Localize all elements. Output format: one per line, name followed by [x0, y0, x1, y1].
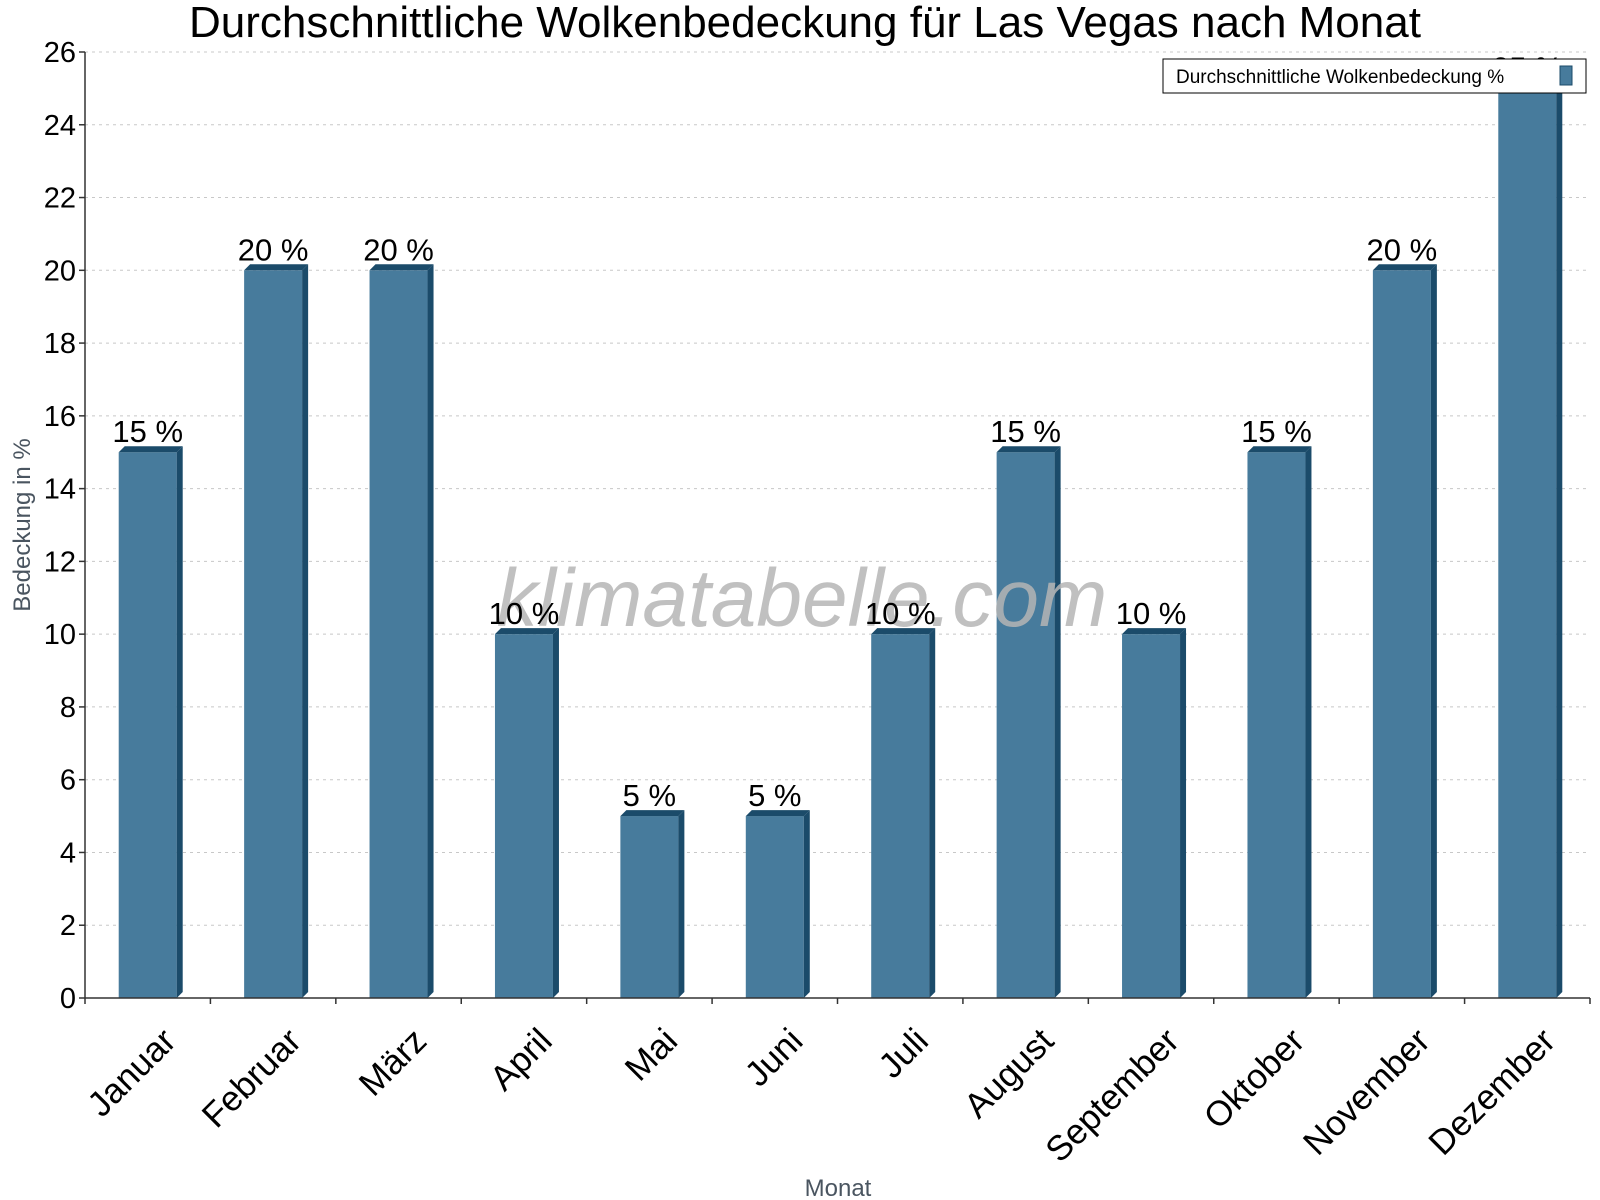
x-tick-label: März — [352, 1021, 435, 1104]
bar-top — [494, 628, 559, 635]
bar-top — [745, 810, 810, 817]
y-tick-label: 6 — [60, 765, 76, 797]
bar-top — [244, 264, 309, 271]
x-tick-label: Juni — [737, 1021, 810, 1094]
bar-1 — [118, 446, 183, 998]
bar-top — [1247, 446, 1312, 453]
bar-side — [678, 810, 685, 998]
data-label: 15 % — [990, 414, 1061, 449]
bar-front — [745, 816, 804, 998]
y-tick-label: 22 — [44, 183, 76, 215]
bar-front — [996, 452, 1055, 998]
bar-top — [871, 628, 936, 635]
bar-front — [620, 816, 679, 998]
data-label: 20 % — [1367, 232, 1438, 267]
data-label: 10 % — [865, 596, 936, 631]
y-tick-label: 18 — [44, 328, 76, 360]
y-tick-label: 26 — [44, 37, 76, 69]
bar-side — [552, 628, 559, 998]
x-tick-label: Dezember — [1421, 1021, 1563, 1163]
y-tick-label: 14 — [44, 474, 76, 506]
y-tick-label: 10 — [44, 619, 76, 651]
bar-5 — [620, 810, 685, 998]
x-tick-label: August — [957, 1021, 1062, 1126]
chart-title: Durchschnittliche Wolkenbedeckung für La… — [189, 0, 1421, 47]
bar-top — [1372, 264, 1437, 271]
legend-box — [1162, 58, 1587, 94]
bar-6 — [745, 810, 810, 998]
bar-top — [620, 810, 685, 817]
bar-front — [1122, 634, 1181, 998]
legend-label: Durchschnittliche Wolkenbedeckung % — [1176, 67, 1504, 88]
bar-side — [929, 628, 936, 998]
bar-top — [996, 446, 1061, 453]
bar-side — [1430, 264, 1437, 998]
watermark: klimatabelle.com — [497, 553, 1108, 644]
bar-front — [118, 452, 177, 998]
bar-12 — [1498, 82, 1563, 998]
gridlines — [85, 51, 1590, 926]
y-tick-label: 24 — [44, 110, 76, 142]
bar-front — [369, 270, 428, 998]
x-tick-label: Oktober — [1197, 1021, 1313, 1137]
data-label: 10 % — [1116, 596, 1187, 631]
x-ticks: Januar Februar März April Mai Juni Juli AugustS… — [80, 998, 1591, 1170]
bar-side — [302, 264, 309, 998]
bar-side — [803, 810, 810, 998]
data-label: 10 % — [489, 596, 560, 631]
x-tick-label: Januar — [80, 1021, 183, 1124]
bar-side — [1054, 446, 1061, 998]
bar-top — [1122, 628, 1187, 635]
y-tick-label: 0 — [60, 983, 76, 1015]
data-label: 20 % — [238, 232, 309, 267]
data-label: 20 % — [363, 232, 434, 267]
bar-front — [1372, 270, 1431, 998]
bar-side — [1556, 82, 1563, 998]
bar-8 — [996, 446, 1061, 998]
x-tick-label: Juli — [871, 1021, 936, 1086]
bar-front — [1498, 88, 1557, 998]
legend-swatch — [1559, 65, 1573, 86]
bar-4 — [494, 628, 559, 998]
bar-top — [369, 264, 434, 271]
bar-side — [1180, 628, 1187, 998]
y-axis-title: Bedeckung in % — [9, 438, 36, 611]
bar-11 — [1372, 264, 1437, 998]
x-axis-title: Monat — [805, 1175, 872, 1200]
axes — [84, 52, 1590, 999]
data-label: 5 % — [623, 778, 676, 813]
bar-10 — [1247, 446, 1312, 998]
bar-2 — [244, 264, 309, 998]
x-tick-label: September — [1038, 1021, 1187, 1170]
x-tick-label: Februar — [195, 1021, 309, 1135]
data-label: 15 % — [112, 414, 183, 449]
y-tick-label: 12 — [44, 546, 76, 578]
bar-front — [871, 634, 930, 998]
bar-front — [1247, 452, 1306, 998]
y-tick-label: 16 — [44, 401, 76, 433]
bar-front — [244, 270, 303, 998]
x-tick-label: Mai — [618, 1021, 685, 1088]
bar-side — [427, 264, 434, 998]
x-tick-label: April — [483, 1021, 560, 1098]
bars — [118, 82, 1563, 998]
y-tick-label: 20 — [44, 255, 76, 287]
data-label: 15 % — [1241, 414, 1312, 449]
bar-3 — [369, 264, 434, 998]
y-tick-label: 2 — [60, 910, 76, 942]
bar-top — [118, 446, 183, 453]
bar-9 — [1122, 628, 1187, 998]
x-tick-label: November — [1296, 1021, 1438, 1163]
bar-side — [1305, 446, 1312, 998]
data-label: 5 % — [748, 778, 801, 813]
legend: Durchschnittliche Wolkenbedeckung % — [1162, 58, 1587, 94]
y-tick-label: 8 — [60, 692, 76, 724]
bar-side — [176, 446, 183, 998]
bar-front — [494, 634, 553, 998]
y-tick-label: 4 — [60, 837, 76, 869]
bar-7 — [871, 628, 936, 998]
data-labels: 15 % 20 % 20 % 10 % 5 % 5 % 10 % 15 % 10 % 15 % 20… — [112, 50, 1562, 813]
